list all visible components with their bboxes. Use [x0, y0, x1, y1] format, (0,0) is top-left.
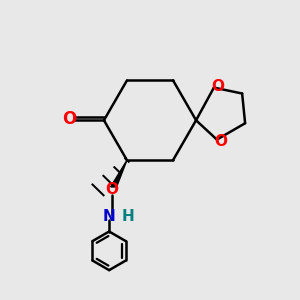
Text: O: O — [106, 182, 118, 197]
Text: O: O — [211, 79, 224, 94]
Text: O: O — [63, 110, 77, 128]
Text: O: O — [214, 134, 227, 148]
Text: N: N — [103, 209, 116, 224]
Polygon shape — [111, 160, 127, 187]
Text: H: H — [122, 209, 135, 224]
